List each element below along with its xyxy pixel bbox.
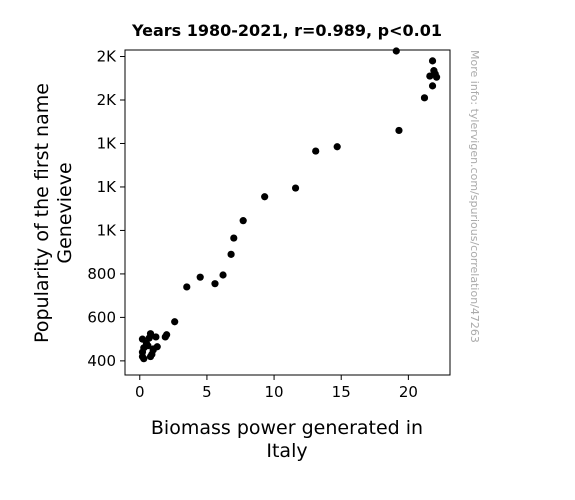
data-point-33 bbox=[428, 57, 437, 65]
data-point-17 bbox=[171, 318, 179, 326]
data-point-29 bbox=[392, 47, 400, 55]
x-tick-label-1: 5 bbox=[202, 383, 212, 401]
data-point-19 bbox=[196, 273, 204, 281]
x-axis-label-line-1: Biomass power generated in bbox=[151, 417, 423, 439]
y-tick-label-7: 2K bbox=[97, 48, 118, 66]
x-tick-label-3: 15 bbox=[332, 383, 351, 401]
y-tick-label-0: 400 bbox=[87, 352, 116, 370]
data-point-25 bbox=[261, 193, 269, 201]
data-point-34 bbox=[428, 82, 437, 90]
y-axis-label-line-1: Popularity of the first name bbox=[31, 83, 53, 343]
data-point-24 bbox=[239, 217, 247, 225]
data-point-8 bbox=[146, 330, 155, 338]
y-axis-ticks: 400 600 800 1K 1K 1K 2K 2K bbox=[87, 48, 125, 370]
data-point-37 bbox=[432, 73, 441, 81]
y-tick-label-6: 2K bbox=[97, 91, 118, 109]
y-axis-label-line-2: Genevieve bbox=[54, 162, 76, 263]
data-point-20 bbox=[211, 280, 219, 288]
y-tick-label-3: 1K bbox=[97, 221, 118, 239]
data-point-16 bbox=[163, 331, 171, 339]
data-point-14 bbox=[153, 343, 161, 351]
data-point-6 bbox=[144, 342, 152, 350]
y-axis-label: Popularity of the first name Genevieve bbox=[31, 83, 76, 343]
data-point-22 bbox=[227, 250, 235, 258]
data-point-23 bbox=[230, 234, 238, 242]
y-tick-label-4: 1K bbox=[97, 178, 118, 196]
plot-area-frame bbox=[124, 49, 451, 376]
data-point-28 bbox=[333, 143, 341, 151]
x-axis-label-line-2: Italy bbox=[266, 440, 307, 462]
x-axis-ticks: 0 5 10 15 20 bbox=[135, 375, 418, 401]
data-point-4 bbox=[140, 355, 148, 363]
data-point-26 bbox=[291, 184, 300, 192]
data-points bbox=[138, 47, 441, 363]
data-point-21 bbox=[219, 271, 227, 279]
data-point-13 bbox=[152, 333, 160, 341]
x-tick-label-2: 10 bbox=[265, 383, 284, 401]
data-point-27 bbox=[312, 147, 320, 155]
x-tick-label-0: 0 bbox=[135, 383, 145, 401]
x-tick-label-4: 20 bbox=[399, 383, 418, 401]
chart-title: Years 1980-2021, r=0.989, p<0.01 bbox=[131, 21, 442, 40]
data-point-18 bbox=[183, 283, 191, 291]
data-point-31 bbox=[420, 94, 429, 102]
source-credit: More info: tylervigen.com/spurious/corre… bbox=[468, 50, 481, 343]
y-tick-label-5: 1K bbox=[97, 134, 118, 152]
y-tick-label-2: 800 bbox=[87, 265, 116, 283]
y-tick-label-1: 600 bbox=[87, 308, 116, 326]
data-point-30 bbox=[395, 126, 403, 135]
